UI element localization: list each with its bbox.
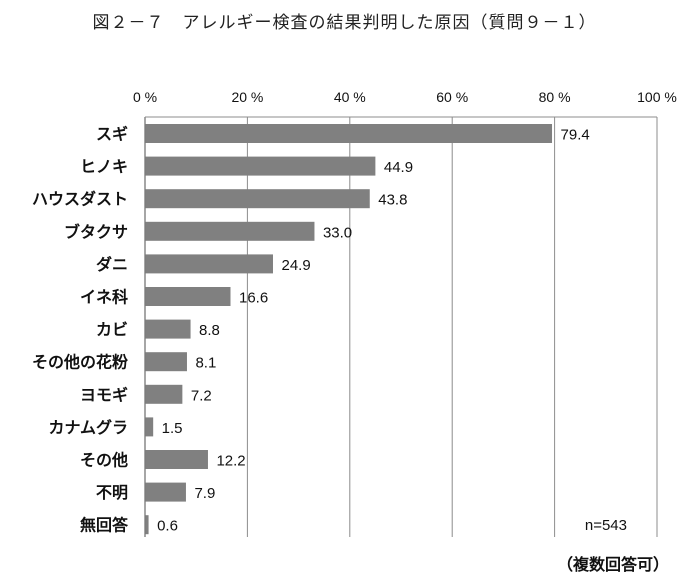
value-label: 8.1 <box>195 355 216 372</box>
bars <box>145 124 553 535</box>
bar <box>145 189 370 209</box>
category-labels: スギヒノキハウスダストブタクサダニイネ科カビその他の花粉ヨモギカナムグラその他不… <box>32 125 129 535</box>
grid-lines <box>144 116 658 537</box>
bar <box>145 450 208 469</box>
category-label: ヨモギ <box>80 385 128 404</box>
value-label: 7.9 <box>194 485 215 502</box>
x-tick-label: 0 % <box>133 89 157 105</box>
value-label: 7.2 <box>191 387 212 404</box>
x-tick-label: 80 % <box>539 89 571 105</box>
bar <box>145 482 186 502</box>
category-label: 不明 <box>96 483 128 502</box>
x-tick-label: 60 % <box>436 89 468 105</box>
value-labels: 79.4 44.9 43.8 33.0 24.9 16.6 8.8 8.1 7.2 1.5 12.2… <box>157 127 590 535</box>
category-label: ハウスダスト <box>32 190 128 209</box>
value-label: 8.8 <box>199 322 220 339</box>
value-label: 12.2 <box>216 453 245 470</box>
bar <box>145 156 376 176</box>
x-tick-label: 20 % <box>231 89 263 105</box>
value-label: 33.0 <box>323 224 352 241</box>
bar <box>145 515 149 535</box>
figure-title: 図２－７ アレルギー検査の結果判明した原因（質問９－１） <box>92 13 597 33</box>
value-label: 79.4 <box>561 127 590 144</box>
multiple-answers-note: （複数回答可） <box>556 555 669 574</box>
value-label: 44.9 <box>384 159 413 176</box>
x-tick-label: 100 % <box>637 89 677 105</box>
value-label: 16.6 <box>239 290 268 307</box>
category-label: スギ <box>96 125 128 144</box>
bar <box>145 417 154 437</box>
bar <box>145 254 273 274</box>
bar <box>145 319 191 339</box>
value-label: 43.8 <box>378 192 407 209</box>
bar <box>145 221 315 241</box>
value-label: 24.9 <box>281 257 310 274</box>
category-label: ダニ <box>96 255 128 274</box>
category-label: ヒノキ <box>80 157 128 176</box>
category-label: その他 <box>80 451 128 470</box>
category-label: その他の花粉 <box>32 353 128 372</box>
category-label: カビ <box>96 320 128 339</box>
category-label: ブタクサ <box>64 222 128 241</box>
category-label: カナムグラ <box>48 418 128 437</box>
bar <box>145 124 553 143</box>
value-label: 0.6 <box>157 518 178 535</box>
bar <box>145 287 231 306</box>
category-label: 無回答 <box>80 516 129 535</box>
category-label: イネ科 <box>80 288 128 307</box>
x-axis-ticks: 0 % 20 % 40 % 60 % 80 % 100 % <box>133 89 677 105</box>
bar <box>145 352 187 372</box>
bar <box>145 384 183 404</box>
x-tick-label: 40 % <box>334 89 366 105</box>
sample-size-note: n=543 <box>585 517 627 534</box>
value-label: 1.5 <box>162 420 183 437</box>
